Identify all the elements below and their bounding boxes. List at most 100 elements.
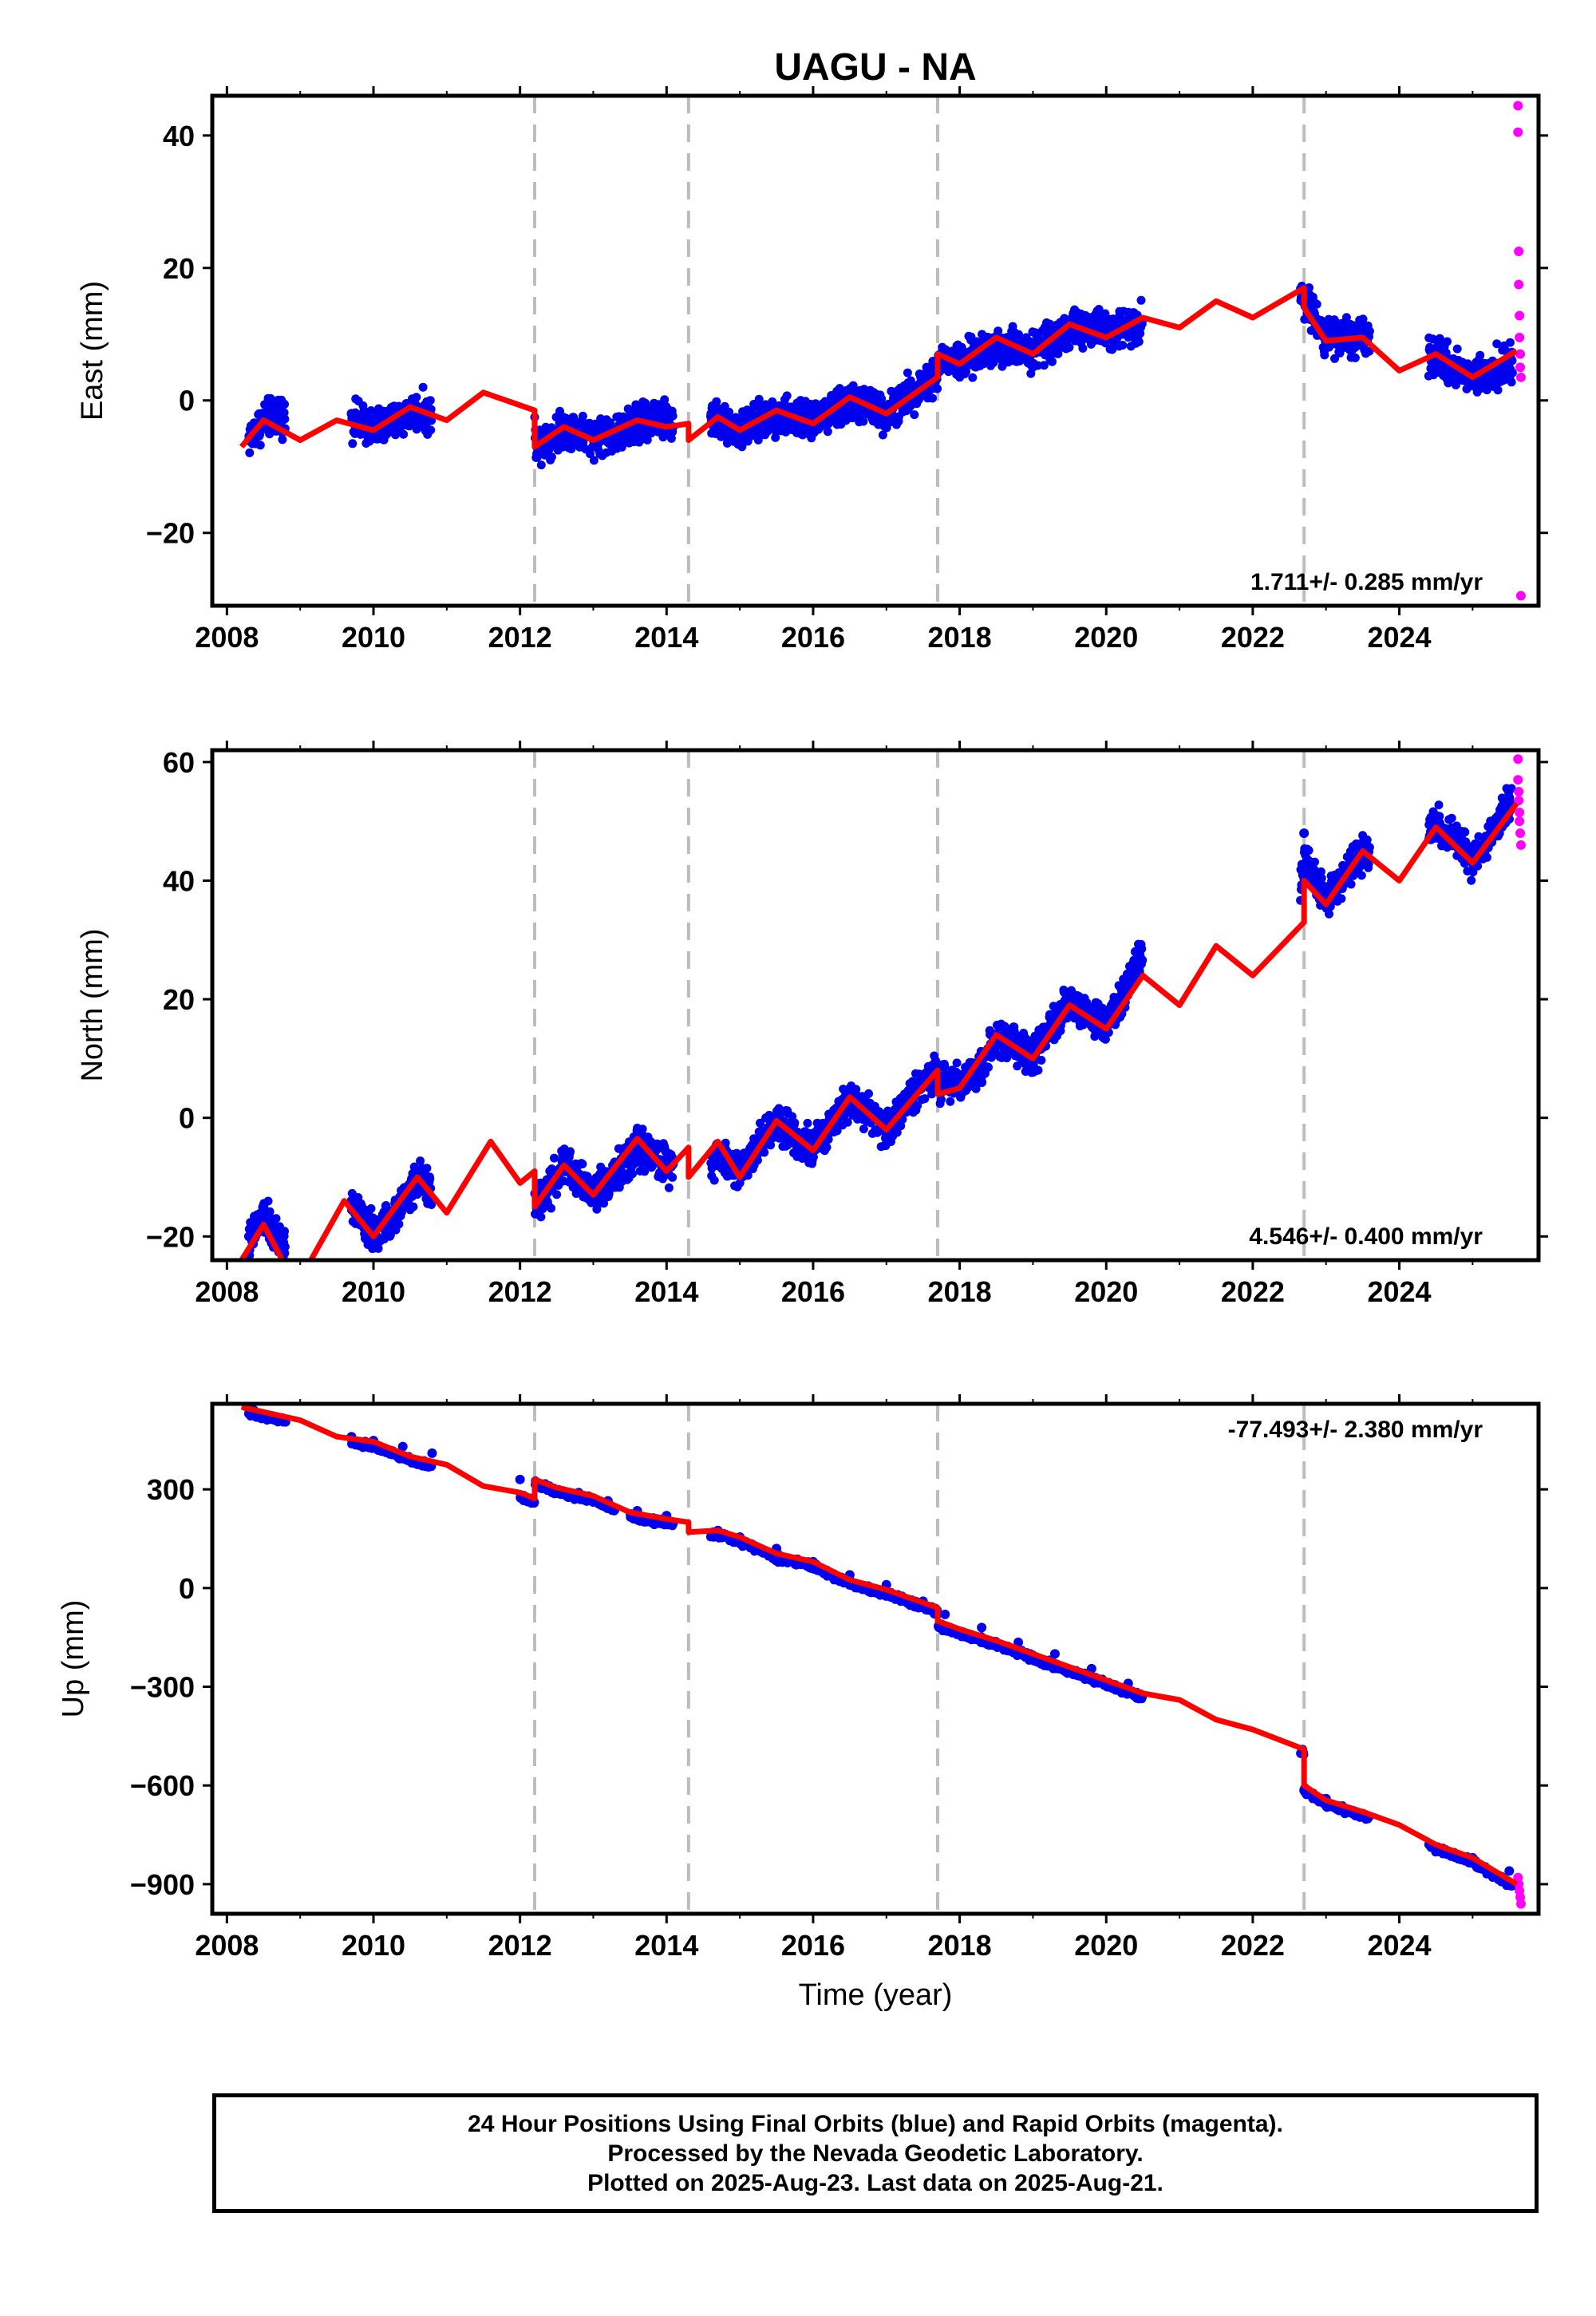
- north-daily-point: [1310, 857, 1319, 867]
- north-daily-point: [790, 1118, 800, 1128]
- east-daily-point: [1320, 350, 1329, 360]
- north-daily-point: [808, 1152, 818, 1162]
- east-daily-point: [859, 417, 868, 426]
- east-daily-point: [933, 384, 942, 393]
- north-daily-point: [425, 1174, 435, 1184]
- north-final-point-26: [1299, 828, 1310, 839]
- east-daily-point: [878, 430, 887, 440]
- east-daily-point: [962, 367, 970, 376]
- east-daily-point: [1134, 337, 1144, 346]
- north-daily-point: [280, 1227, 289, 1236]
- east-rapid-point-8: [1515, 372, 1526, 382]
- east-daily-point: [426, 425, 436, 435]
- east-x-tick-label-3: 2014: [634, 621, 698, 654]
- north-daily-point: [599, 1199, 609, 1208]
- north-panel: 2008 2010 2012 2014 2016 2018 2020 2022 2024−200…: [76, 741, 1548, 1308]
- east-x-tick-label-5: 2018: [928, 621, 992, 654]
- north-daily-point: [843, 1117, 852, 1127]
- east-daily-point: [668, 411, 678, 421]
- north-daily-point: [1473, 861, 1483, 871]
- north-daily-point: [416, 1156, 425, 1166]
- east-x-tick-label-8: 2024: [1367, 621, 1431, 654]
- east-daily-point: [412, 393, 421, 402]
- east-rapid-point-9: [1515, 591, 1526, 601]
- north-daily-point: [1337, 894, 1346, 903]
- east-daily-point: [547, 453, 556, 461]
- east-daily-point: [1033, 361, 1042, 370]
- east-daily-point: [1505, 338, 1515, 347]
- north-daily-point: [366, 1203, 376, 1213]
- east-daily-point: [1358, 314, 1368, 324]
- north-daily-point: [566, 1147, 575, 1156]
- chart-title: UAGU - NA: [774, 46, 976, 89]
- east-frame: [210, 93, 1541, 608]
- north-final-segment-5: [1296, 831, 1374, 919]
- north-daily-point: [550, 1153, 559, 1163]
- north-daily-point: [1365, 843, 1374, 852]
- north-daily-point: [927, 1089, 937, 1099]
- east-x-tick-label-1: 2010: [342, 621, 405, 654]
- east-daily-point: [1118, 341, 1128, 350]
- north-daily-point: [422, 1164, 432, 1173]
- north-daily-point: [1317, 873, 1326, 883]
- east-final-segment-5: [1296, 282, 1374, 363]
- north-daily-point: [732, 1148, 741, 1158]
- east-daily-point: [425, 396, 435, 405]
- north-daily-point: [952, 1058, 962, 1068]
- east-daily-point: [1078, 343, 1088, 353]
- north-daily-point: [756, 1118, 764, 1128]
- north-daily-point: [1304, 846, 1314, 855]
- east-daily-point: [278, 435, 287, 445]
- east-daily-point: [1048, 357, 1057, 366]
- east-daily-point: [1065, 342, 1074, 352]
- east-rapid-point-4: [1515, 310, 1525, 321]
- east-daily-point: [348, 439, 358, 449]
- north-daily-point: [280, 1242, 290, 1251]
- east-daily-point: [989, 358, 998, 367]
- east-y-tick-label-0: −20: [146, 517, 195, 550]
- north-daily-point: [940, 1061, 950, 1071]
- east-rapid-point-6: [1515, 349, 1526, 359]
- east-final-segment-1: [347, 382, 437, 449]
- east-daily-point: [245, 448, 255, 457]
- east-rapid-point-0: [1513, 101, 1523, 111]
- east-daily-point: [399, 429, 409, 439]
- east-daily-point: [1136, 295, 1146, 305]
- east-daily-point: [280, 414, 290, 424]
- east-daily-point: [928, 393, 937, 403]
- east-final-segment-4: [705, 295, 1148, 452]
- east-plot-area: [239, 101, 1526, 601]
- north-daily-point: [1447, 813, 1456, 823]
- north-daily-point: [1346, 879, 1356, 889]
- north-daily-point: [547, 1203, 556, 1213]
- north-daily-point: [913, 1101, 922, 1110]
- east-daily-point: [823, 427, 832, 437]
- north-daily-point: [1357, 871, 1366, 880]
- north-daily-point: [936, 1095, 946, 1105]
- east-daily-point: [1441, 348, 1451, 358]
- north-daily-point: [1460, 828, 1470, 837]
- north-daily-point: [271, 1214, 281, 1223]
- east-x-tick-label-0: 2008: [195, 621, 259, 654]
- north-daily-point: [920, 1094, 930, 1104]
- east-daily-point: [654, 400, 663, 409]
- east-daily-point: [265, 429, 275, 439]
- north-daily-point: [409, 1202, 418, 1211]
- east-y-axis-label: East (mm): [76, 281, 109, 421]
- east-rapid-point-2: [1514, 247, 1524, 257]
- east-daily-point: [255, 441, 265, 450]
- east-daily-point: [1350, 353, 1360, 362]
- east-x-tick-label-6: 2020: [1074, 621, 1138, 654]
- east-panel: 2008 2010 2012 2014 2016 2018 2020 2022 2024−200…: [76, 86, 1548, 654]
- north-final-segment-1: [347, 1156, 437, 1254]
- east-daily-point: [536, 460, 546, 470]
- north-daily-point: [1137, 944, 1147, 954]
- north-daily-point: [578, 1160, 587, 1168]
- east-y-tick-label-1: 0: [179, 385, 195, 417]
- east-daily-point: [606, 418, 614, 427]
- east-daily-point: [782, 391, 792, 401]
- north-final-segment-6: [1424, 784, 1517, 885]
- north-daily-point: [766, 1140, 776, 1150]
- north-daily-point: [1467, 875, 1476, 885]
- east-daily-point: [578, 411, 587, 421]
